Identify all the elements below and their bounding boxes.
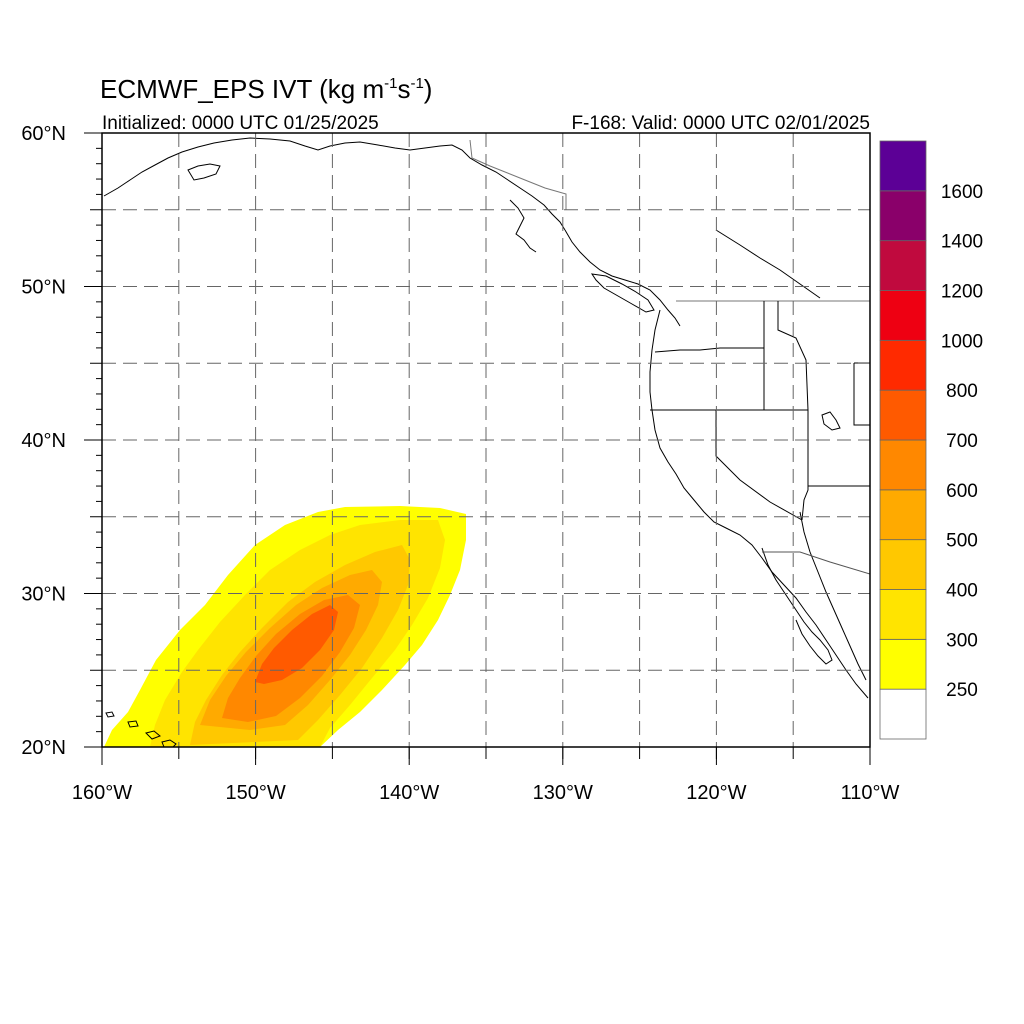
- baja-coast: [761, 547, 833, 665]
- hawaii-big-island: [161, 739, 177, 747]
- figure-title: ECMWF_EPS IVT (kg m-1s-1): [100, 74, 432, 104]
- lat-axis: 20°N 30°N 40°N 50°N 60°N: [21, 123, 102, 759]
- colorbar-swatch: [879, 240, 927, 291]
- ivt-shading: [104, 506, 466, 747]
- lon-tick-label: 120°W: [686, 782, 746, 804]
- colorbar-swatch: [879, 290, 927, 341]
- colorbar-label: 600: [946, 481, 978, 502]
- bc-coast: [564, 229, 681, 327]
- lat-tick-label: 50°N: [21, 277, 66, 299]
- vancouver-island: [590, 273, 655, 313]
- alaska-panhandle-islands: [509, 199, 537, 253]
- init-time-label: Initialized: 0000 UTC 01/25/2025: [102, 113, 379, 134]
- us-west-coast: [649, 309, 869, 699]
- colorbar-swatch: [879, 140, 927, 192]
- colorbar-label: 700: [946, 431, 978, 452]
- state-border-id: [763, 301, 809, 411]
- colorbar-swatch: [879, 688, 927, 740]
- lon-tick-label: 110°W: [841, 782, 900, 804]
- colorbar-swatch: [879, 489, 927, 541]
- colorbar-label: 500: [946, 531, 978, 552]
- map-panel: [101, 132, 871, 748]
- colorbar-swatch: [879, 439, 927, 491]
- lon-tick-label: 140°W: [379, 782, 439, 804]
- lon-tick-label: 150°W: [225, 782, 285, 804]
- lat-tick-label: 40°N: [21, 430, 66, 452]
- hawaii-kauai: [105, 711, 115, 718]
- hawaii-maui: [145, 730, 161, 740]
- kodiak-island: [187, 163, 221, 181]
- colorbar-swatch: [879, 190, 927, 242]
- valid-time-label: F-168: Valid: 0000 UTC 02/01/2025: [571, 113, 870, 134]
- coastlines: [103, 137, 870, 747]
- colorbar-label: 250: [946, 680, 978, 701]
- colorbar-label: 300: [946, 630, 978, 651]
- minor-ticks: [90, 132, 871, 759]
- lon-axis: 160°W 150°W 140°W 130°W 120°W 110°W: [72, 747, 900, 804]
- lat-tick-label: 20°N: [21, 737, 66, 759]
- lat-tick-label: 60°N: [21, 123, 66, 145]
- colorbar-label: 400: [946, 581, 978, 602]
- alaska-coast: [103, 137, 566, 231]
- colorbar-label: 800: [946, 381, 978, 402]
- us-mexico-border: [762, 551, 870, 575]
- colorbar-swatch: [879, 638, 927, 690]
- colorbar-swatch: [879, 339, 927, 391]
- lat-tick-label: 30°N: [21, 584, 66, 606]
- ivt-contour-700: [255, 605, 338, 684]
- colorbar-label: 1600: [941, 182, 983, 203]
- colorbar-swatch: [879, 539, 927, 590]
- alaska-canada-border: [469, 139, 567, 210]
- hawaii-oahu: [127, 720, 139, 728]
- colorbar-label: 1400: [941, 232, 983, 253]
- colorbar-label: 1200: [941, 282, 983, 303]
- gulf-of-california: [799, 511, 867, 681]
- lon-tick-label: 160°W: [72, 782, 132, 804]
- state-border-nv-az: [801, 410, 809, 521]
- great-salt-lake: [821, 411, 841, 431]
- state-border-wa-or: [654, 347, 764, 353]
- graticule: [102, 133, 870, 747]
- lon-tick-label: 130°W: [533, 782, 593, 804]
- colorbar-swatch: [879, 589, 927, 640]
- colorbar-label: 1000: [941, 331, 983, 352]
- colorbar-swatch: [879, 389, 927, 441]
- colorbar: 250 300 400 500 600 700 800 1000 1200 1400 1600: [879, 140, 983, 740]
